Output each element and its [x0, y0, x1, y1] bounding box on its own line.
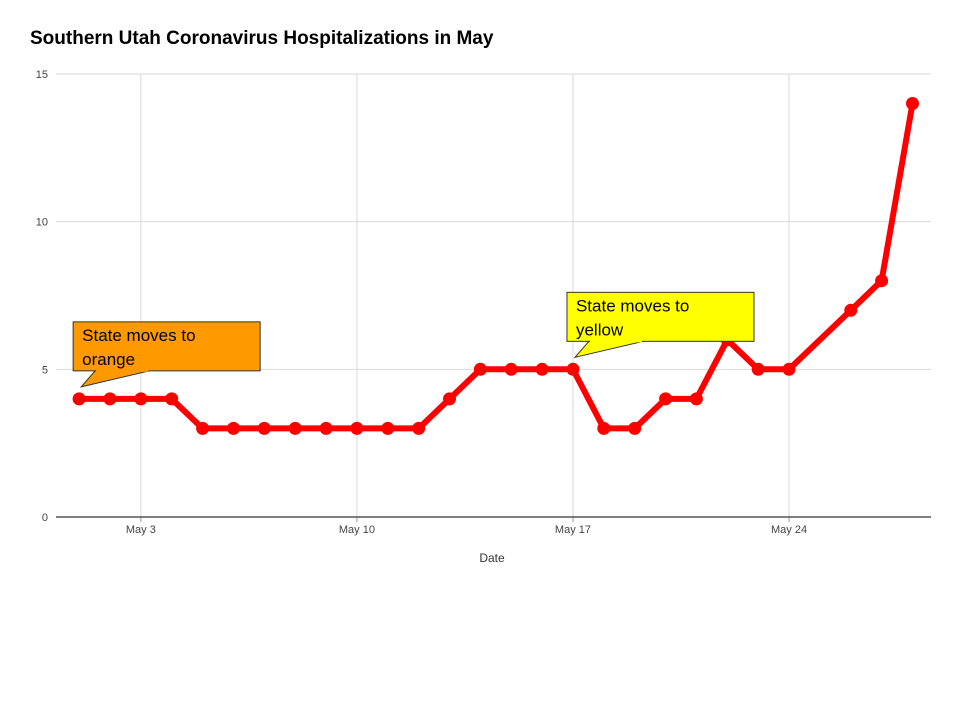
- callout-box: [566, 291, 755, 342]
- callout-pointer: [573, 340, 644, 359]
- callout-pointer: [79, 370, 150, 388]
- data-point: [134, 392, 148, 406]
- data-point: [103, 392, 117, 406]
- chart-title: Southern Utah Coronavirus Hospitalizatio…: [30, 28, 494, 49]
- data-point: [257, 421, 271, 435]
- data-point: [659, 392, 673, 406]
- data-point: [443, 392, 456, 406]
- data-point: [597, 421, 611, 435]
- callout-orange: State moves to orange: [72, 321, 261, 388]
- gridlines: [56, 73, 931, 517]
- callout-text: State moves to: [82, 326, 195, 345]
- data-point: [782, 362, 796, 376]
- x-tick-label: May 3: [126, 524, 156, 536]
- y-tick-label: 5: [42, 364, 48, 376]
- data-point: [844, 303, 858, 317]
- series-line: [76, 100, 916, 432]
- data-point: [412, 421, 426, 435]
- data-point: [196, 421, 210, 435]
- x-tick-label: May 24: [771, 524, 807, 536]
- data-point: [72, 392, 86, 406]
- x-tick-label: May 10: [339, 524, 375, 536]
- callout-text: orange: [82, 350, 135, 369]
- data-point: [350, 421, 364, 435]
- x-tick-label: May 17: [555, 524, 591, 536]
- data-point: [751, 362, 765, 376]
- y-tick-label: 15: [36, 69, 48, 81]
- callout-yellow: State moves to yellow: [566, 291, 755, 359]
- data-point: [566, 362, 580, 376]
- data-point: [381, 421, 395, 435]
- callout-box: [72, 321, 261, 372]
- data-point: [628, 421, 642, 435]
- data-point: [165, 392, 179, 406]
- data-point: [319, 421, 333, 435]
- y-tick-label: 10: [36, 217, 48, 229]
- data-point: [875, 274, 889, 288]
- callout-text: yellow: [576, 320, 624, 339]
- y-tick-label: 0: [42, 512, 48, 524]
- x-axis-title: Date: [479, 551, 505, 565]
- data-point: [535, 362, 549, 376]
- data-point: [473, 362, 487, 376]
- axes: 0 5 10 15 May 3 May 10 May 17 May 24: [36, 69, 931, 536]
- data-point: [288, 421, 302, 435]
- data-point: [227, 421, 240, 435]
- annotations: State moves to orange State moves to yellow: [72, 291, 755, 388]
- callout-text: State moves to: [576, 296, 689, 315]
- data-point: [504, 362, 518, 376]
- data-point: [906, 97, 919, 110]
- data-point: [689, 392, 703, 406]
- series: [72, 97, 919, 435]
